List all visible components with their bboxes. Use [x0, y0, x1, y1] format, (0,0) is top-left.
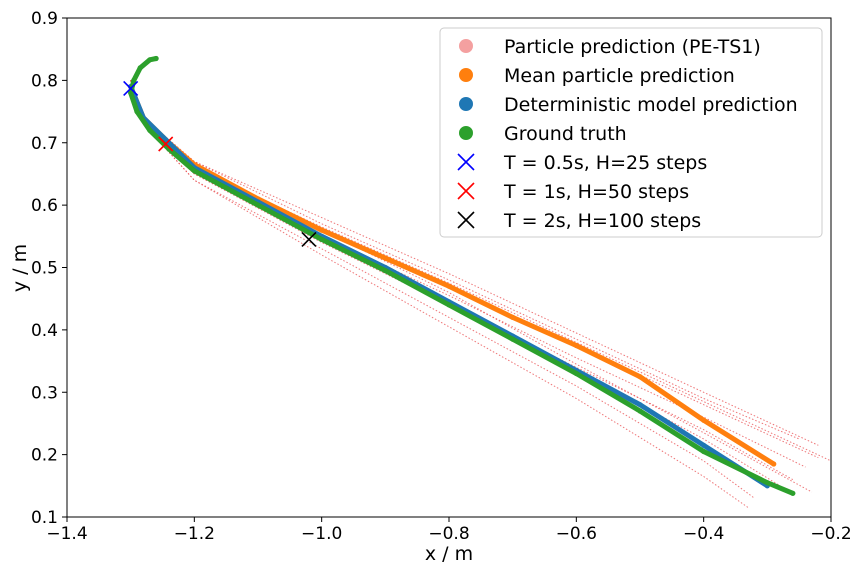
plot-area — [123, 55, 831, 509]
legend-label: Deterministic model prediction — [504, 94, 798, 116]
data-point — [382, 255, 388, 261]
x-marker — [123, 80, 139, 97]
series-t-2s-h-100-steps — [301, 231, 317, 247]
particle-trajectory — [130, 80, 831, 462]
legend-label: Mean particle prediction — [504, 65, 735, 87]
legend-label: Particle prediction (PE-TS1) — [504, 36, 761, 58]
y-tick-label: 0.7 — [31, 134, 58, 154]
series-ground-truth — [128, 55, 796, 496]
data-point — [128, 90, 134, 96]
data-point — [701, 448, 707, 455]
data-point — [510, 314, 516, 320]
y-tick-label: 0.8 — [31, 71, 58, 91]
data-point — [573, 370, 579, 377]
x-tick-label: −1.4 — [46, 524, 87, 544]
legend-marker — [459, 97, 473, 111]
series-t-1s-h-50-steps — [158, 136, 174, 152]
x-tick-label: −1.0 — [301, 524, 342, 544]
y-tick-label: 0.2 — [31, 446, 58, 466]
legend-entry-t-1s-h-50-steps: T = 1s, H=50 steps — [457, 181, 689, 203]
x-axis-label: x / m — [425, 543, 473, 565]
data-point — [701, 417, 707, 423]
legend-marker — [457, 182, 475, 200]
data-point — [137, 65, 143, 71]
legend-label: Ground truth — [504, 123, 627, 145]
data-point — [446, 302, 452, 308]
data-point — [147, 57, 153, 63]
x-tick-label: −0.2 — [810, 524, 851, 544]
data-point — [191, 168, 197, 174]
x-tick-label: −0.6 — [556, 524, 597, 544]
x-axis: −1.4 −1.2 −1.0 −0.8 −0.6 −0.4 −0.2 — [46, 517, 852, 544]
x-tick-label: −0.4 — [683, 524, 724, 544]
legend-label: T = 1s, H=50 steps — [503, 181, 689, 203]
y-axis: 0.1 0.2 0.3 0.4 0.5 0.6 0.7 0.8 0.9 — [31, 9, 67, 528]
legend-entry-particle-prediction-pe-ts1: Particle prediction (PE-TS1) — [459, 36, 761, 58]
y-tick-label: 0.5 — [31, 259, 58, 279]
legend-marker — [459, 68, 473, 82]
legend-entry-mean-particle-prediction: Mean particle prediction — [459, 65, 735, 87]
legend-entry-ground-truth: Ground truth — [459, 123, 627, 145]
data-point — [790, 490, 796, 496]
data-point — [131, 77, 137, 83]
data-point — [637, 374, 643, 380]
y-tick-label: 0.9 — [31, 9, 58, 29]
x-marker — [158, 136, 174, 152]
legend-entry-t-2s-h-100-steps: T = 2s, H=100 steps — [457, 210, 701, 232]
legend-marker — [459, 39, 473, 53]
legend-marker — [457, 153, 475, 171]
series-t-0-5s-h-25-steps — [123, 80, 139, 97]
legend-box — [439, 27, 823, 238]
x-tick-label: −1.2 — [174, 524, 215, 544]
x-tick-label: −0.8 — [428, 524, 469, 544]
legend-entry-deterministic-model-prediction: Deterministic model prediction — [459, 94, 798, 116]
legend-entry-t-0-5s-h-25-steps: T = 0.5s, H=25 steps — [457, 152, 707, 174]
particle-trajectory — [130, 80, 819, 446]
data-point — [153, 55, 159, 62]
y-tick-label: 0.4 — [31, 321, 58, 341]
data-point — [637, 402, 643, 408]
data-point — [701, 442, 707, 448]
data-point — [637, 408, 643, 414]
legend-marker — [459, 126, 473, 140]
y-tick-label: 0.3 — [31, 383, 58, 403]
data-point — [319, 236, 325, 242]
data-point — [382, 268, 388, 274]
data-point — [771, 461, 777, 467]
legend-marker — [457, 211, 475, 229]
legend: Particle prediction (PE-TS1) Mean particl… — [439, 27, 823, 238]
legend-label: T = 2s, H=100 steps — [503, 210, 701, 232]
y-tick-label: 0.1 — [31, 508, 58, 528]
data-point — [510, 336, 516, 342]
particle-trajectory — [130, 80, 800, 440]
y-axis-label: y / m — [9, 244, 31, 292]
data-point — [573, 342, 579, 349]
data-point — [446, 283, 452, 289]
data-point — [147, 127, 153, 133]
y-tick-label: 0.6 — [31, 196, 58, 216]
data-point — [319, 227, 325, 233]
data-point — [764, 480, 770, 486]
legend-label: T = 0.5s, H=25 steps — [503, 152, 707, 174]
x-marker — [301, 231, 317, 247]
data-point — [134, 109, 140, 115]
data-point — [255, 202, 261, 208]
